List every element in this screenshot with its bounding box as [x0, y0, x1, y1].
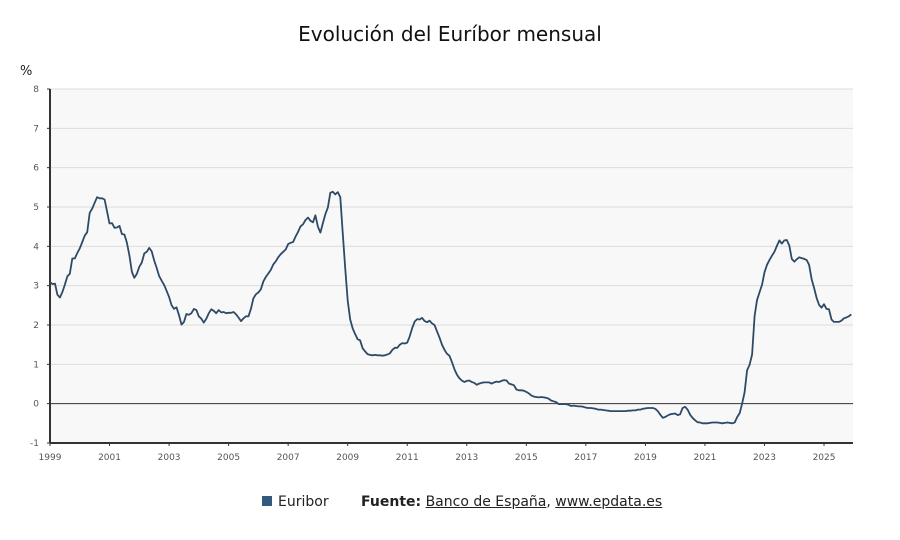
x-tick-label: 2009 — [336, 453, 359, 463]
legend-label[interactable]: Euribor — [278, 494, 329, 510]
x-tick-label: 2001 — [98, 453, 121, 463]
y-tick-label: 7 — [33, 124, 39, 134]
y-tick-label: 8 — [33, 85, 39, 95]
x-tick-label: 2021 — [693, 453, 716, 463]
y-axis-unit-label: % — [20, 64, 33, 79]
legend: Euribor Fuente: Banco de España, www.epd… — [262, 494, 662, 510]
x-tick-label: 2017 — [574, 453, 597, 463]
x-tick-label: 2019 — [634, 453, 657, 463]
y-tick-label: 6 — [33, 164, 39, 174]
x-tick-label: 1999 — [39, 453, 62, 463]
x-tick-label: 2005 — [217, 453, 240, 463]
x-tick-label: 2023 — [753, 453, 776, 463]
plot-background — [50, 89, 853, 443]
source-link-epdata[interactable]: www.epdata.es — [555, 494, 663, 510]
source-separator: , — [546, 494, 551, 510]
y-tick-label: 1 — [33, 360, 39, 370]
y-tick-label: 5 — [33, 203, 39, 213]
legend-swatch — [262, 496, 272, 506]
source-note: Fuente: Banco de España, www.epdata.es — [361, 494, 662, 510]
y-tick-label: 3 — [33, 282, 39, 292]
y-tick-label: 4 — [33, 242, 39, 252]
chart-title: Evolución del Euríbor mensual — [298, 22, 602, 46]
x-tick-label: 2007 — [277, 453, 300, 463]
y-tick-label: 0 — [33, 400, 39, 410]
y-tick-label: 2 — [33, 321, 39, 331]
series-line-euribor — [49, 190, 852, 425]
x-tick-label: 2003 — [158, 453, 181, 463]
x-tick-label: 2011 — [396, 453, 419, 463]
source-prefix: Fuente: — [361, 494, 422, 510]
y-tick-label: -1 — [30, 439, 39, 449]
x-tick-label: 2025 — [813, 453, 836, 463]
x-tick-label: 2013 — [455, 453, 478, 463]
source-link-banco-de-espana[interactable]: Banco de España — [425, 494, 547, 510]
x-tick-label: 2015 — [515, 453, 538, 463]
